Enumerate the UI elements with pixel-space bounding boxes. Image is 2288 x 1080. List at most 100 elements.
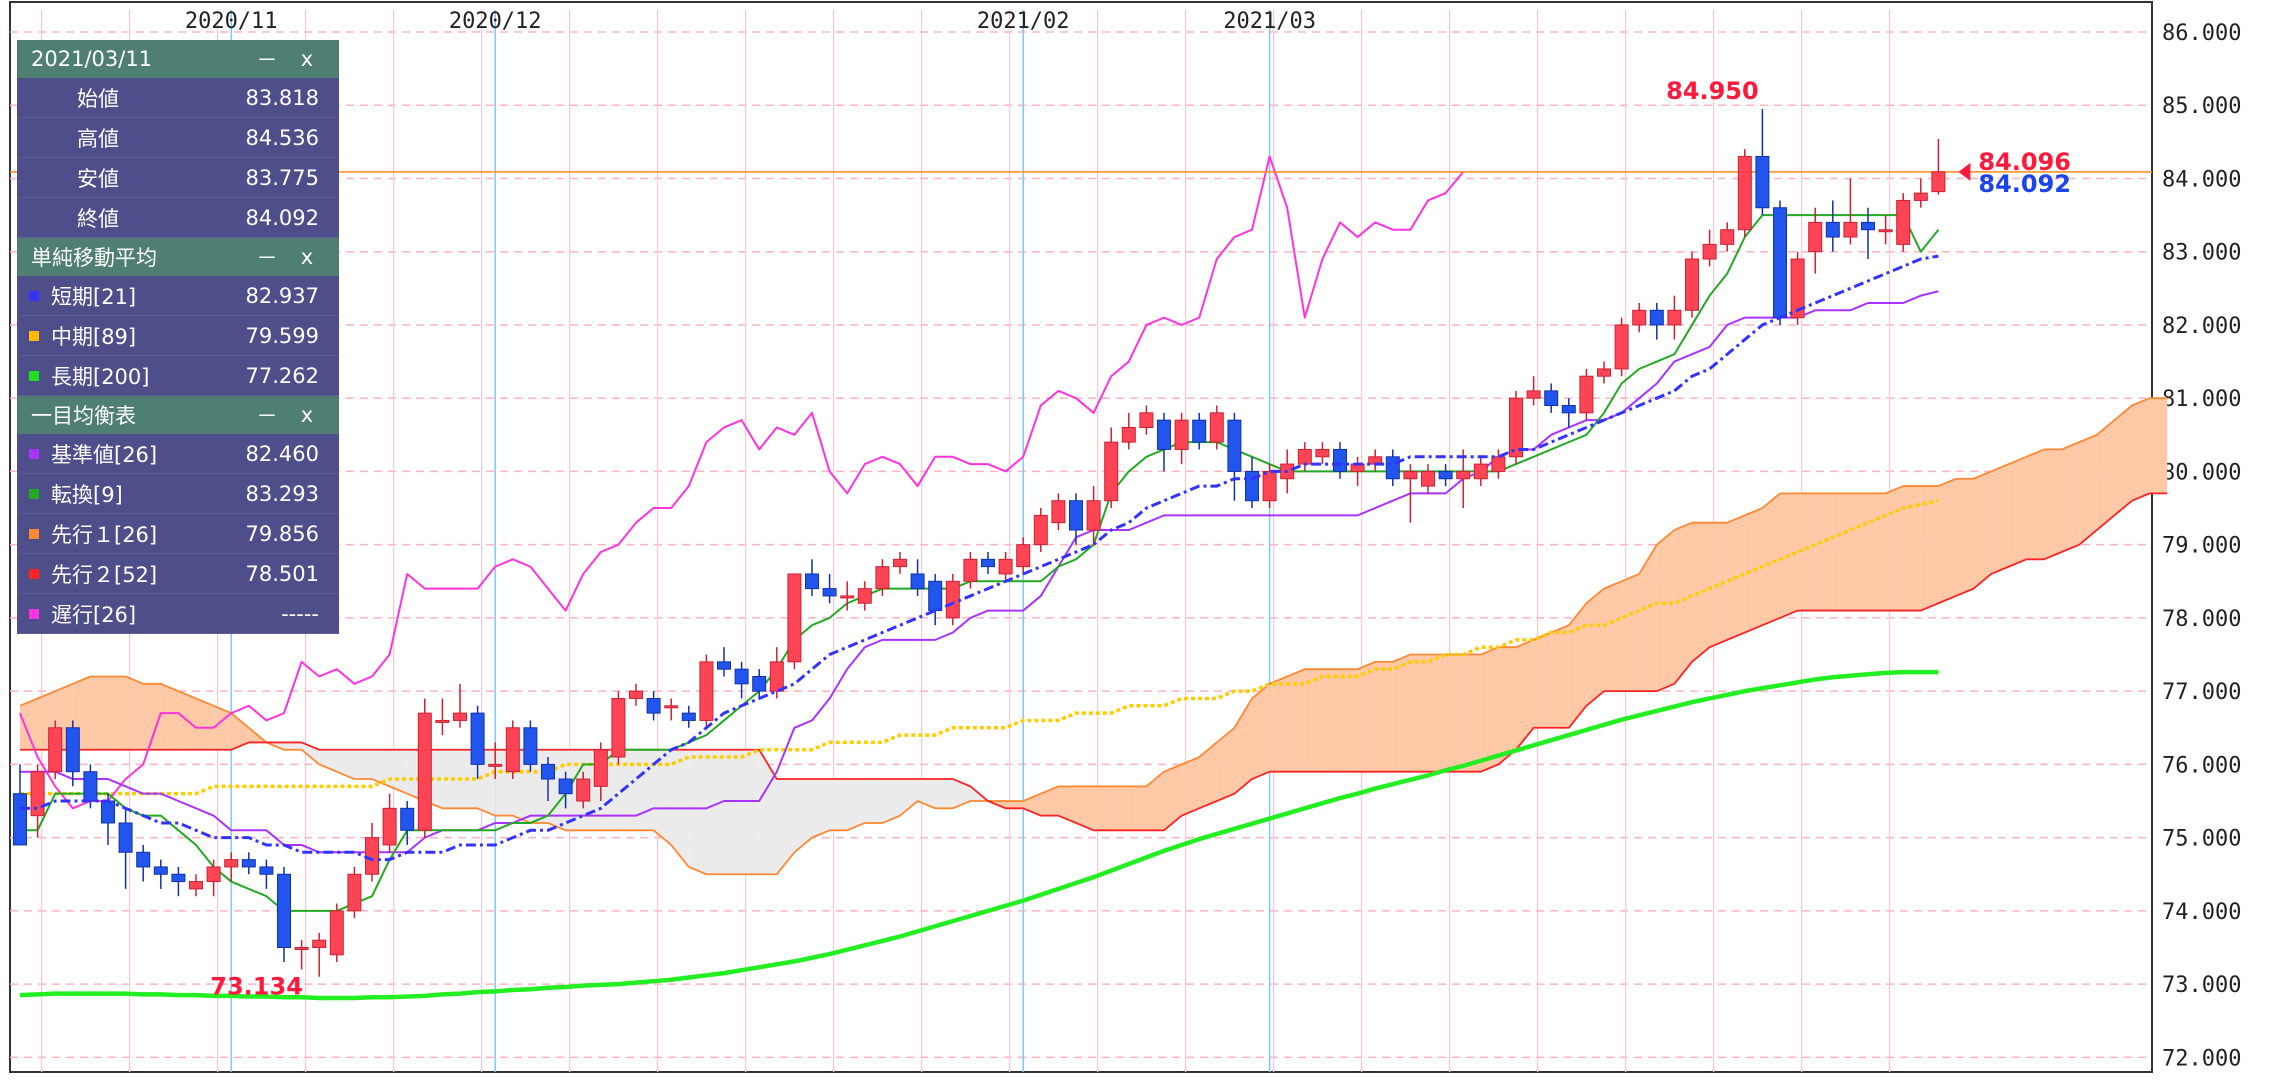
ohlc-label: 始値 xyxy=(77,86,119,111)
ohlc-row: 始値 83.818 xyxy=(17,78,339,118)
ichimoku-value: 78.501 xyxy=(245,561,319,586)
ichimoku-minimize-button[interactable]: － xyxy=(256,404,278,428)
candle-body xyxy=(65,727,80,773)
candle-body xyxy=(541,763,555,780)
candle-body xyxy=(629,690,643,699)
candle-body xyxy=(857,588,872,604)
candle-body xyxy=(734,668,749,685)
candle-body xyxy=(136,851,151,868)
cloud-segment xyxy=(882,779,900,823)
candle-body xyxy=(769,661,784,692)
cloud-segment xyxy=(1797,493,1816,611)
cloud-segment xyxy=(864,779,883,823)
cloud-segment xyxy=(1111,786,1129,831)
sma-row: 中期[89] 79.599 xyxy=(17,316,339,356)
candle-body xyxy=(1773,207,1787,319)
cloud-segment xyxy=(143,683,161,750)
candle-body xyxy=(277,873,291,948)
y-tick-label: 85.000 xyxy=(2162,94,2241,119)
cloud-segment xyxy=(1093,786,1112,831)
sma-close-button[interactable]: x xyxy=(300,245,314,269)
cloud-segment xyxy=(196,698,214,750)
last-price-arrow xyxy=(1958,162,1971,181)
ichimoku-value: 82.460 xyxy=(245,441,319,466)
cloud-segment xyxy=(1709,522,1728,648)
cloud-segment xyxy=(1058,786,1076,823)
x-month-label: 2021/02 xyxy=(977,9,1070,34)
y-tick-label: 72.000 xyxy=(2162,1046,2241,1071)
candle-body xyxy=(347,873,362,912)
y-tick-label: 78.000 xyxy=(2162,607,2241,632)
cloud-segment xyxy=(1287,669,1305,772)
candle-body xyxy=(153,866,168,875)
y-tick-label: 83.000 xyxy=(2162,241,2241,266)
cloud-segment xyxy=(1639,544,1657,692)
cloud-segment xyxy=(935,779,953,809)
cloud-segment xyxy=(1428,654,1446,772)
candle-body xyxy=(1438,470,1453,480)
cloud-segment xyxy=(1868,493,1886,611)
cloud-segment xyxy=(2149,398,2168,494)
cloud-segment xyxy=(1128,786,1147,831)
candle-body xyxy=(558,778,573,795)
candle-body xyxy=(1333,448,1347,472)
date-minimize-button[interactable]: － xyxy=(256,48,278,72)
candle-body xyxy=(329,910,344,956)
date-close-button[interactable]: x xyxy=(300,47,314,71)
cloud-segment xyxy=(284,742,302,750)
ichimoku-color-marker xyxy=(29,528,39,539)
sma-color-marker xyxy=(29,330,39,341)
sma-color-marker xyxy=(29,370,39,381)
ichimoku-close-button[interactable]: x xyxy=(300,403,314,427)
cloud-segment xyxy=(724,749,742,875)
last-price-red: 84.096 xyxy=(1978,148,2071,176)
sma-short-line xyxy=(20,254,1939,862)
candle-body xyxy=(294,946,309,950)
x-month-label: 2021/03 xyxy=(1223,9,1316,34)
cloud-segment xyxy=(688,749,707,875)
ohlc-label: 安値 xyxy=(77,166,119,191)
candle-body xyxy=(1843,221,1858,238)
cloud-segment xyxy=(1604,581,1622,692)
candle-body xyxy=(875,566,890,590)
cloud-segment xyxy=(1340,669,1358,772)
cloud-segment xyxy=(1234,698,1252,794)
sma-long-line xyxy=(19,669,1939,1001)
ichimoku-row: 遅行[26] ----- xyxy=(17,594,339,634)
candle-body xyxy=(1861,221,1875,231)
sma-minimize-button[interactable]: － xyxy=(256,246,278,270)
candle-body xyxy=(576,778,591,802)
ichimoku-row: 先行１[26] 79.856 xyxy=(17,514,339,554)
candle-body xyxy=(1157,419,1171,450)
candle-body xyxy=(699,661,714,721)
ichimoku-label: 先行２[52] xyxy=(51,562,158,587)
panel-date: 2021/03/11 xyxy=(31,47,153,71)
candle-body xyxy=(1421,470,1435,487)
senkou-a-line xyxy=(19,397,2168,876)
cloud-segment xyxy=(1357,661,1376,772)
candle-body xyxy=(1737,155,1752,231)
ohlc-label: 終値 xyxy=(77,206,119,231)
cloud-segment xyxy=(336,749,355,780)
y-tick-label: 81.000 xyxy=(2162,387,2241,412)
chikou-line xyxy=(19,155,1464,810)
cloud-segment xyxy=(706,749,724,875)
candle-body xyxy=(928,580,943,612)
candle-body xyxy=(1597,368,1611,377)
candle-body xyxy=(1016,544,1031,568)
sma-mid-line xyxy=(20,499,1939,796)
candle-body xyxy=(13,793,27,846)
candle-body xyxy=(1878,229,1893,233)
candle-body xyxy=(470,712,485,765)
cloud-segment xyxy=(653,749,672,845)
y-tick-label: 79.000 xyxy=(2162,534,2241,559)
candle-body xyxy=(1491,456,1506,472)
ichimoku-label: 遅行[26] xyxy=(51,602,137,627)
cloud-segment xyxy=(2044,449,2062,560)
cloud-segment xyxy=(1885,486,1904,611)
cloud-segment xyxy=(847,779,865,831)
cloud-segment xyxy=(1375,661,1393,772)
cloud-segment xyxy=(829,779,848,831)
